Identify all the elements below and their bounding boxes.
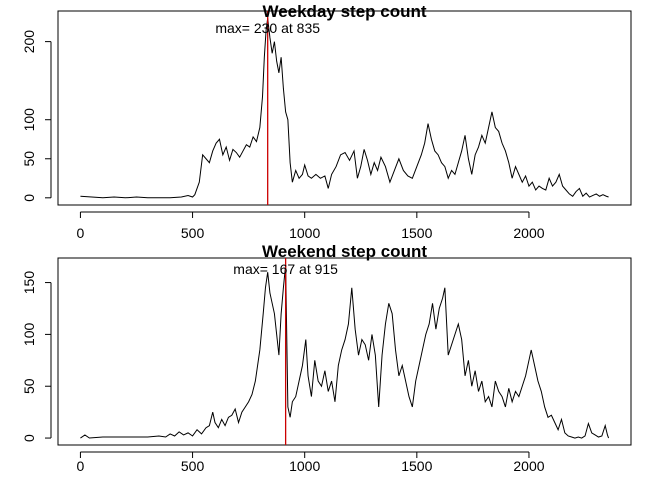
weekday-y-tick-label: 100 <box>21 108 37 132</box>
weekend-y-tick-label: 50 <box>21 378 37 394</box>
weekend-x-tick-label: 0 <box>77 458 85 474</box>
weekday-x-tick-label: 500 <box>181 225 205 241</box>
weekday-y-tick-label: 50 <box>21 151 37 167</box>
weekday-panel: 0 500 1000 1500 2000 0 50 100 200 max= 230 at 8… <box>21 2 632 241</box>
weekend-steps-line <box>80 264 610 439</box>
weekday-x-tick-label: 1000 <box>289 225 320 241</box>
weekend-x-tick-label: 2000 <box>513 458 544 474</box>
weekday-x-tick-label: 1500 <box>401 225 432 241</box>
weekday-y-tick-label: 200 <box>21 30 37 54</box>
weekend-x-tick-label: 1000 <box>289 458 320 474</box>
weekday-steps-line <box>80 18 609 199</box>
weekday-chart-title: Weekday step count <box>262 2 426 21</box>
weekday-x-tick-label: 0 <box>77 225 85 241</box>
weekend-x-axis: 0 500 1000 1500 2000 <box>77 451 545 474</box>
weekend-x-tick-label: 1500 <box>401 458 432 474</box>
weekday-y-tick-label: 0 <box>21 194 37 202</box>
weekday-x-tick-label: 2000 <box>513 225 544 241</box>
weekend-y-tick-label: 0 <box>21 434 37 442</box>
weekend-panel: 0 500 1000 1500 2000 0 50 100 150 max= 167 at 9… <box>21 242 632 474</box>
weekend-y-tick-label: 150 <box>21 271 37 295</box>
weekend-chart-title: Weekend step count <box>262 242 427 261</box>
weekday-y-axis: 0 50 100 200 <box>21 30 52 202</box>
weekend-x-tick-label: 500 <box>181 458 205 474</box>
weekday-max-annotation: max= 230 at 835 <box>215 20 320 36</box>
weekday-plot-frame <box>57 10 632 206</box>
weekday-x-axis: 0 500 1000 1500 2000 <box>77 211 545 241</box>
weekend-y-tick-label: 100 <box>21 323 37 347</box>
weekend-y-axis: 0 50 100 150 <box>21 271 52 442</box>
weekend-plot-frame <box>57 257 632 446</box>
weekend-max-annotation: max= 167 at 915 <box>233 261 338 277</box>
